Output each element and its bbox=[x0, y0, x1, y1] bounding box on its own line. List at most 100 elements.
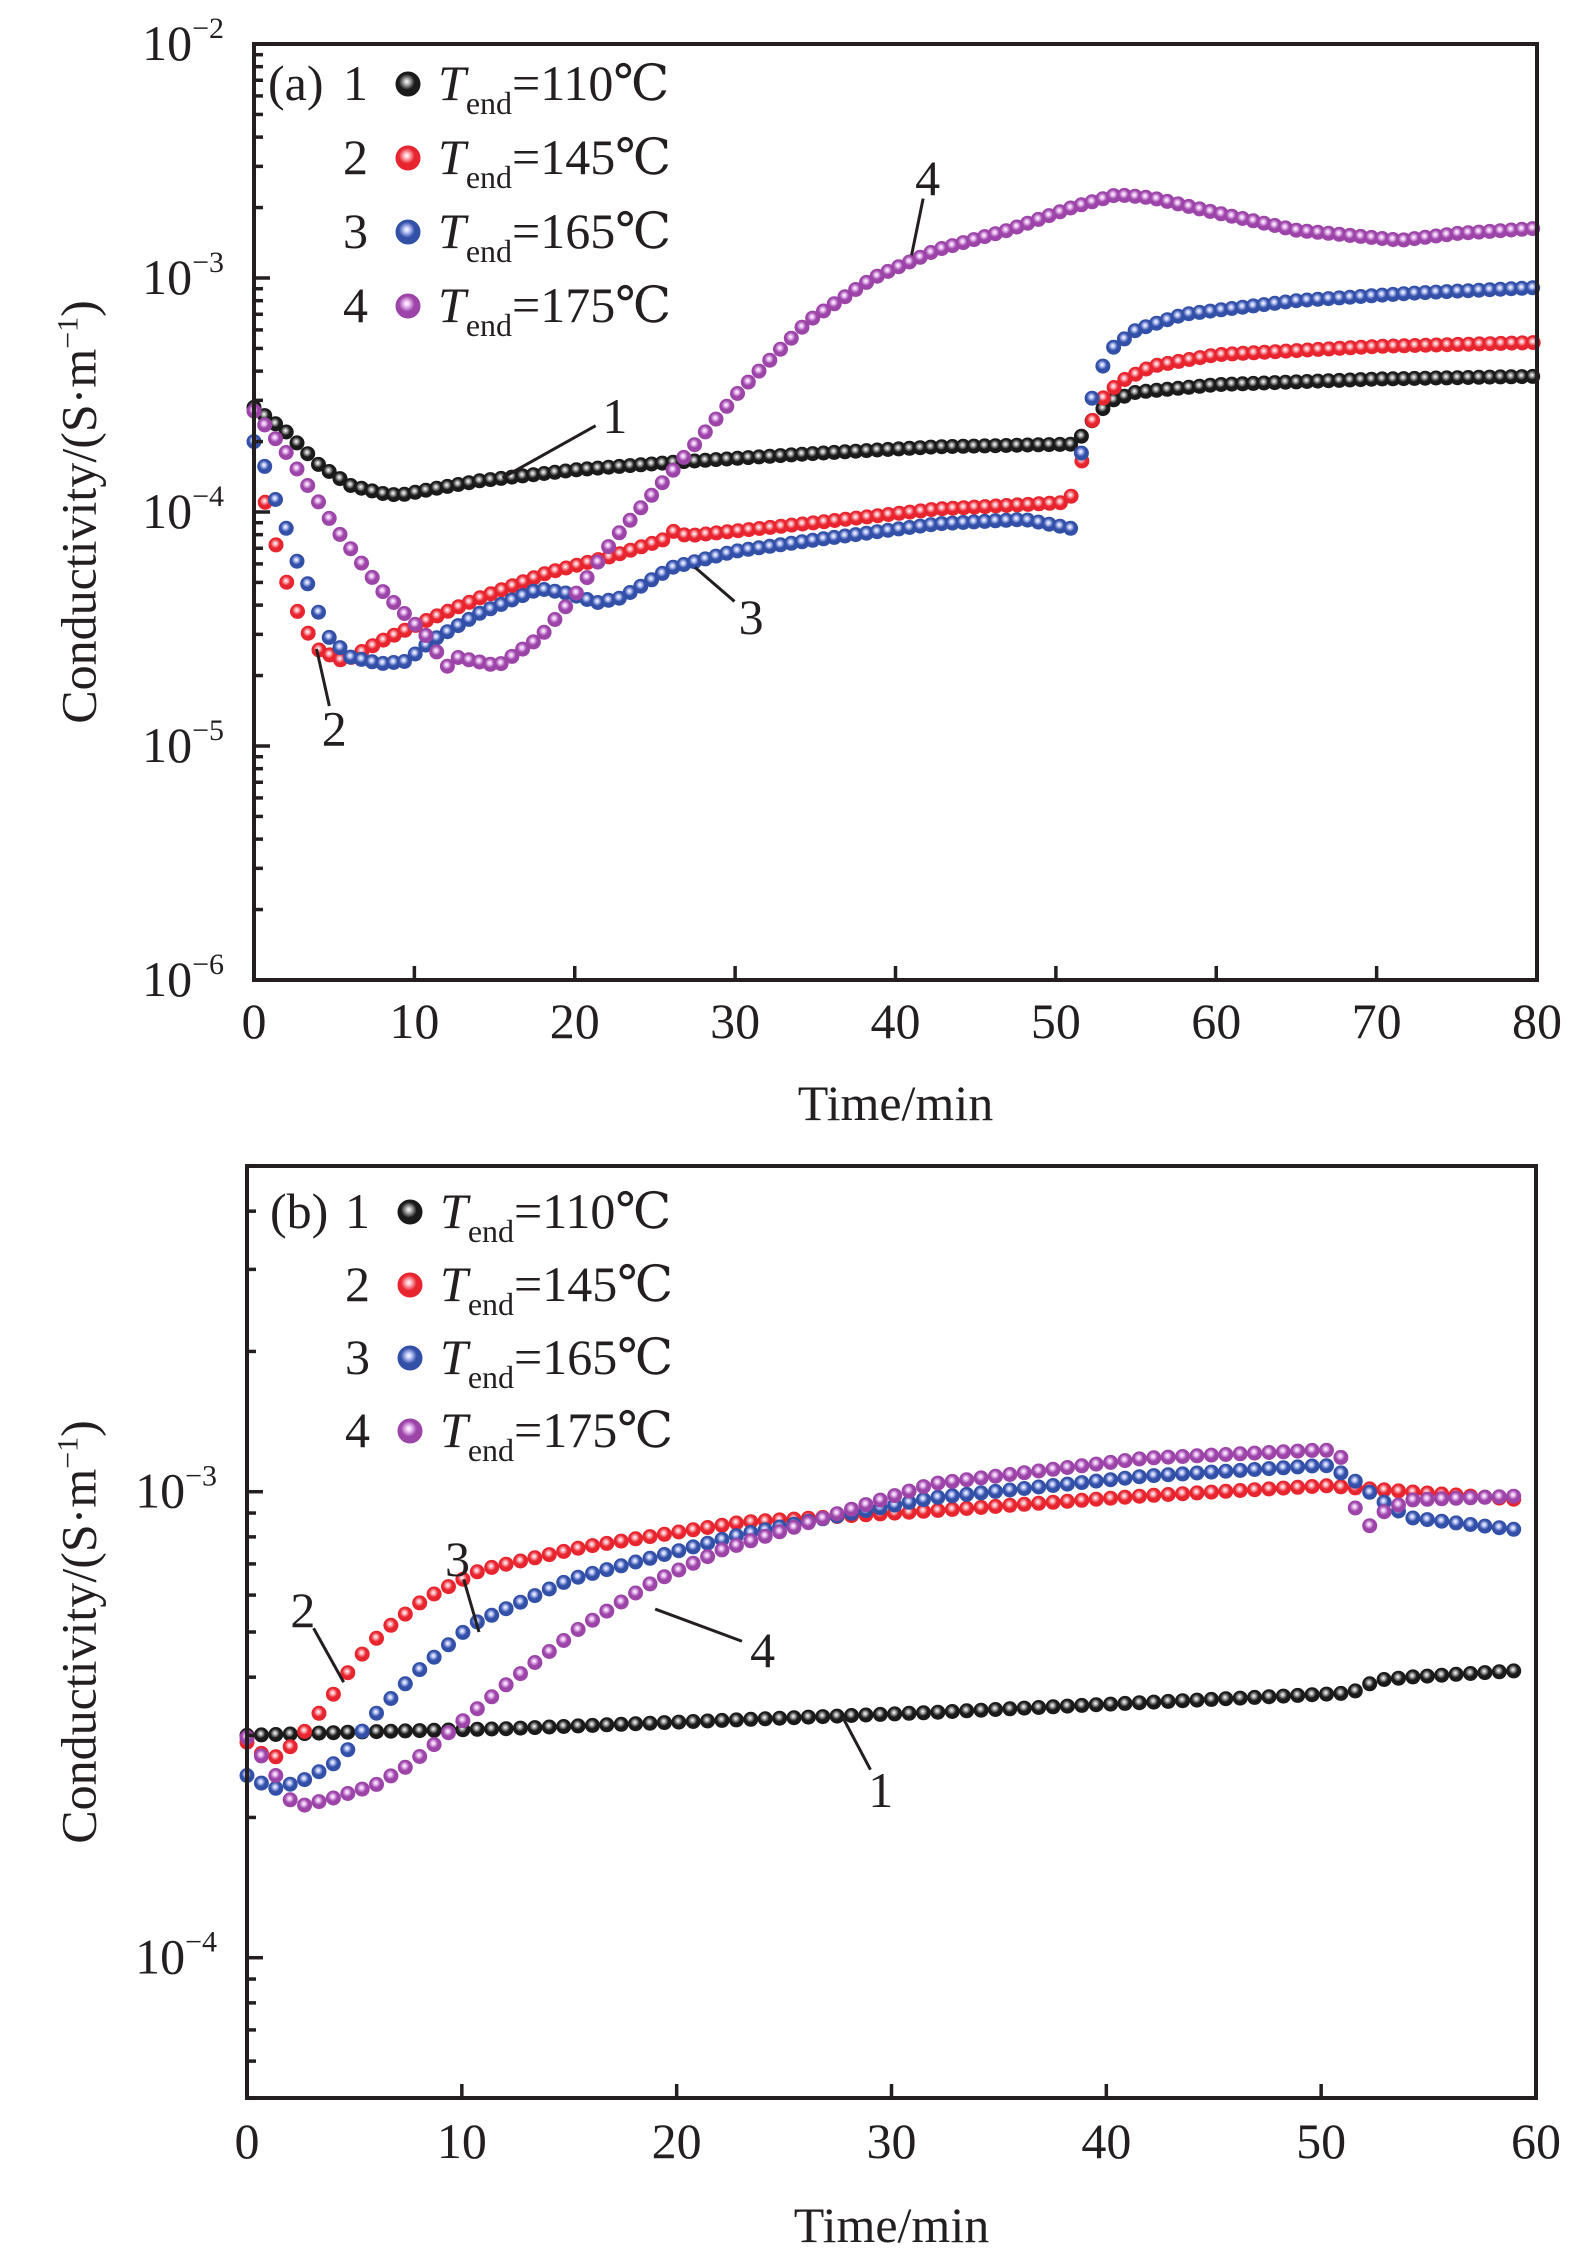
curve-label-2: 2 bbox=[315, 648, 347, 756]
y-tick-label: 10−3 bbox=[142, 246, 224, 305]
legend-subscript: end bbox=[468, 1432, 514, 1468]
data-point bbox=[1146, 1487, 1162, 1503]
legend-item-3: 3 Tend=165℃ bbox=[345, 1329, 673, 1395]
data-point bbox=[1506, 1488, 1522, 1504]
data-point bbox=[644, 487, 660, 503]
data-point bbox=[1362, 1484, 1378, 1500]
data-point bbox=[383, 1768, 399, 1784]
y-tick-base: 10 bbox=[135, 1929, 185, 1985]
data-point bbox=[253, 1727, 269, 1743]
curve-label-1: 1 bbox=[840, 1715, 893, 1818]
y-tick-base: 10 bbox=[142, 15, 192, 71]
data-point bbox=[1045, 1461, 1061, 1477]
data-point bbox=[469, 1701, 485, 1717]
data-point bbox=[343, 541, 359, 557]
leader-line bbox=[315, 648, 331, 707]
data-point bbox=[773, 341, 788, 357]
data-point bbox=[455, 1713, 471, 1729]
data-point bbox=[278, 520, 294, 536]
data-point bbox=[714, 1517, 730, 1533]
data-point bbox=[321, 510, 337, 526]
data-point bbox=[369, 1705, 384, 1721]
data-point bbox=[498, 1721, 514, 1737]
data-point bbox=[354, 1723, 370, 1739]
data-point bbox=[1031, 1479, 1047, 1495]
leader-line bbox=[462, 1578, 481, 1633]
legend-item-1: 1 Tend=110℃ bbox=[343, 55, 669, 121]
data-point bbox=[1189, 1485, 1205, 1501]
data-point bbox=[697, 424, 713, 440]
data-point bbox=[1419, 1491, 1435, 1507]
y-tick-base: 10 bbox=[142, 249, 192, 305]
legend-var: T bbox=[440, 1183, 471, 1239]
data-point bbox=[1319, 1478, 1334, 1494]
data-point bbox=[1074, 1475, 1090, 1491]
panel-b-x-axis-title: Time/min bbox=[794, 2197, 989, 2253]
data-point bbox=[1203, 1484, 1219, 1500]
data-point bbox=[1073, 445, 1089, 461]
data-point bbox=[714, 1712, 730, 1728]
data-point bbox=[930, 1704, 946, 1720]
data-point bbox=[687, 437, 703, 453]
data-point bbox=[654, 475, 670, 491]
data-point bbox=[628, 1531, 644, 1547]
data-point bbox=[1131, 1451, 1147, 1467]
x-tick-label: 60 bbox=[1511, 2113, 1561, 2169]
legend-marker bbox=[397, 1199, 423, 1225]
data-point bbox=[1203, 1691, 1219, 1707]
data-point bbox=[751, 363, 767, 379]
data-point bbox=[300, 625, 316, 641]
data-point bbox=[439, 658, 455, 674]
data-point bbox=[1290, 1443, 1306, 1459]
curve-label-4: 4 bbox=[654, 1607, 775, 1678]
data-point bbox=[570, 1622, 586, 1637]
data-point bbox=[916, 1492, 931, 1508]
data-point bbox=[613, 1594, 629, 1610]
data-point bbox=[1189, 1692, 1205, 1708]
data-point bbox=[397, 1759, 413, 1775]
data-point bbox=[1146, 1694, 1162, 1710]
panel-b-legend: (b) 1 Tend=110℃2 Tend=145℃3 Tend=165℃4 Tend=… bbox=[270, 1183, 673, 1468]
y-tick-exponent: −4 bbox=[192, 480, 224, 513]
panel-b-y-axis-title-sup: −1 bbox=[52, 1437, 85, 1469]
data-point bbox=[570, 1540, 586, 1556]
curve-label-3: 3 bbox=[694, 566, 764, 645]
data-point bbox=[257, 458, 273, 474]
data-point bbox=[268, 1768, 284, 1783]
data-point bbox=[455, 1571, 471, 1587]
legend-marker bbox=[395, 71, 421, 97]
data-point bbox=[585, 1565, 600, 1581]
data-point bbox=[268, 431, 283, 447]
leader-line bbox=[501, 424, 597, 480]
panel-b-y-axis-title-main: Conductivity/(S·m bbox=[51, 1469, 107, 1844]
legend-marker bbox=[395, 145, 421, 171]
data-point bbox=[1232, 1690, 1248, 1706]
data-point bbox=[1448, 1490, 1464, 1506]
legend-marker bbox=[395, 293, 421, 319]
data-point bbox=[375, 584, 391, 600]
data-point bbox=[1031, 1700, 1047, 1715]
data-point bbox=[700, 1520, 716, 1535]
data-point bbox=[829, 1506, 845, 1522]
data-point bbox=[1117, 1695, 1133, 1711]
legend-marker bbox=[397, 1345, 423, 1371]
legend-subscript: end bbox=[468, 1359, 514, 1395]
x-tick-label: 0 bbox=[242, 993, 267, 1049]
series-b-1 bbox=[239, 1663, 1522, 1743]
data-point bbox=[1333, 1449, 1349, 1465]
legend-value: =175℃ bbox=[512, 277, 671, 333]
data-point bbox=[383, 1723, 399, 1739]
data-point bbox=[547, 612, 563, 627]
data-point bbox=[1232, 1483, 1248, 1498]
data-point bbox=[418, 627, 434, 643]
data-point bbox=[325, 1725, 341, 1741]
data-point bbox=[556, 1633, 572, 1648]
legend-marker bbox=[397, 1272, 423, 1298]
y-tick-exponent: −6 bbox=[192, 948, 224, 981]
panel-a-y-axis-title-sup: −1 bbox=[52, 317, 85, 349]
legend-var: T bbox=[440, 1402, 471, 1458]
data-point bbox=[541, 1644, 557, 1659]
data-point bbox=[1491, 1664, 1507, 1680]
data-point bbox=[1463, 1490, 1478, 1506]
data-point bbox=[633, 500, 649, 516]
